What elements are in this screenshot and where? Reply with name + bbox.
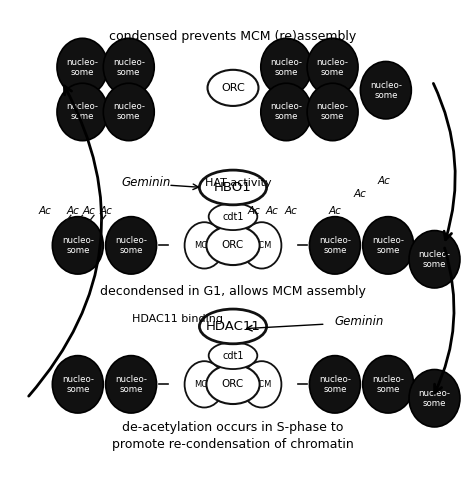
Text: HDAC11: HDAC11 bbox=[206, 320, 260, 333]
Text: nucleo-
some: nucleo- some bbox=[418, 250, 451, 269]
Text: ORC: ORC bbox=[222, 380, 244, 390]
Ellipse shape bbox=[261, 38, 312, 96]
Text: MCM: MCM bbox=[252, 380, 272, 389]
Ellipse shape bbox=[106, 216, 157, 274]
Text: nucleo-
some: nucleo- some bbox=[370, 80, 402, 100]
Ellipse shape bbox=[360, 62, 411, 119]
Text: Ac: Ac bbox=[67, 206, 80, 216]
Ellipse shape bbox=[52, 216, 103, 274]
Text: nucleo-
some: nucleo- some bbox=[270, 102, 302, 122]
Text: nucleo-
some: nucleo- some bbox=[62, 375, 94, 394]
Text: Ac: Ac bbox=[39, 206, 52, 216]
Text: nucleo-
some: nucleo- some bbox=[62, 236, 94, 255]
Ellipse shape bbox=[363, 356, 414, 413]
Text: ORC: ORC bbox=[221, 83, 245, 93]
Ellipse shape bbox=[409, 230, 460, 288]
Ellipse shape bbox=[209, 342, 257, 369]
Text: cdt1: cdt1 bbox=[222, 212, 244, 222]
Text: HDAC11 binding: HDAC11 binding bbox=[132, 314, 223, 324]
Ellipse shape bbox=[185, 361, 224, 408]
Ellipse shape bbox=[363, 216, 414, 274]
Text: MCM: MCM bbox=[194, 380, 214, 389]
Ellipse shape bbox=[57, 83, 108, 140]
Text: nucleo-
some: nucleo- some bbox=[316, 58, 349, 76]
Ellipse shape bbox=[52, 356, 103, 413]
Text: nucleo-
some: nucleo- some bbox=[67, 102, 98, 122]
Text: Ac: Ac bbox=[284, 206, 297, 216]
Ellipse shape bbox=[57, 38, 108, 96]
Text: nucleo-
some: nucleo- some bbox=[115, 375, 147, 394]
Ellipse shape bbox=[209, 203, 257, 230]
Text: nucleo-
some: nucleo- some bbox=[67, 58, 98, 76]
Ellipse shape bbox=[309, 356, 360, 413]
Ellipse shape bbox=[185, 222, 224, 268]
Ellipse shape bbox=[206, 226, 260, 265]
Text: MCM: MCM bbox=[194, 241, 214, 250]
Text: Ac: Ac bbox=[377, 176, 390, 186]
Text: Ac: Ac bbox=[266, 206, 279, 216]
Text: MCM: MCM bbox=[252, 241, 272, 250]
FancyArrowPatch shape bbox=[435, 248, 454, 393]
Ellipse shape bbox=[106, 356, 157, 413]
Ellipse shape bbox=[199, 309, 267, 344]
Text: Ac: Ac bbox=[329, 206, 342, 216]
Text: decondensed in G1, allows MCM assembly: decondensed in G1, allows MCM assembly bbox=[100, 284, 366, 298]
Text: HAT activity: HAT activity bbox=[205, 178, 272, 188]
Ellipse shape bbox=[206, 364, 260, 404]
Ellipse shape bbox=[409, 370, 460, 427]
Text: Ac: Ac bbox=[247, 206, 260, 216]
Text: nucleo-
some: nucleo- some bbox=[113, 58, 145, 76]
Ellipse shape bbox=[103, 38, 154, 96]
Ellipse shape bbox=[309, 216, 360, 274]
Text: Ac: Ac bbox=[83, 206, 96, 216]
Text: cdt1: cdt1 bbox=[222, 350, 244, 360]
Text: Ac: Ac bbox=[354, 190, 367, 200]
Text: nucleo-
some: nucleo- some bbox=[319, 236, 351, 255]
Text: HBO1: HBO1 bbox=[214, 181, 252, 194]
Ellipse shape bbox=[103, 83, 154, 140]
Text: nucleo-
some: nucleo- some bbox=[270, 58, 302, 76]
Text: ORC: ORC bbox=[222, 240, 244, 250]
FancyArrowPatch shape bbox=[433, 84, 455, 240]
Text: nucleo-
some: nucleo- some bbox=[372, 236, 404, 255]
Ellipse shape bbox=[199, 170, 267, 205]
Text: condensed prevents MCM (re)assembly: condensed prevents MCM (re)assembly bbox=[110, 30, 356, 43]
FancyArrowPatch shape bbox=[29, 86, 102, 396]
Text: Geminin: Geminin bbox=[335, 316, 384, 328]
Ellipse shape bbox=[261, 83, 312, 140]
Text: Ac: Ac bbox=[99, 206, 112, 216]
Text: nucleo-
some: nucleo- some bbox=[113, 102, 145, 122]
Text: nucleo-
some: nucleo- some bbox=[418, 388, 451, 408]
Text: de-acetylation occurs in S-phase to
promote re-condensation of chromatin: de-acetylation occurs in S-phase to prom… bbox=[112, 422, 354, 452]
Ellipse shape bbox=[207, 70, 259, 106]
Text: nucleo-
some: nucleo- some bbox=[316, 102, 349, 122]
Text: nucleo-
some: nucleo- some bbox=[115, 236, 147, 255]
Ellipse shape bbox=[242, 361, 281, 408]
Text: nucleo-
some: nucleo- some bbox=[372, 375, 404, 394]
Text: Geminin: Geminin bbox=[122, 176, 171, 190]
Ellipse shape bbox=[242, 222, 281, 268]
Ellipse shape bbox=[307, 83, 358, 140]
Text: nucleo-
some: nucleo- some bbox=[319, 375, 351, 394]
Ellipse shape bbox=[307, 38, 358, 96]
